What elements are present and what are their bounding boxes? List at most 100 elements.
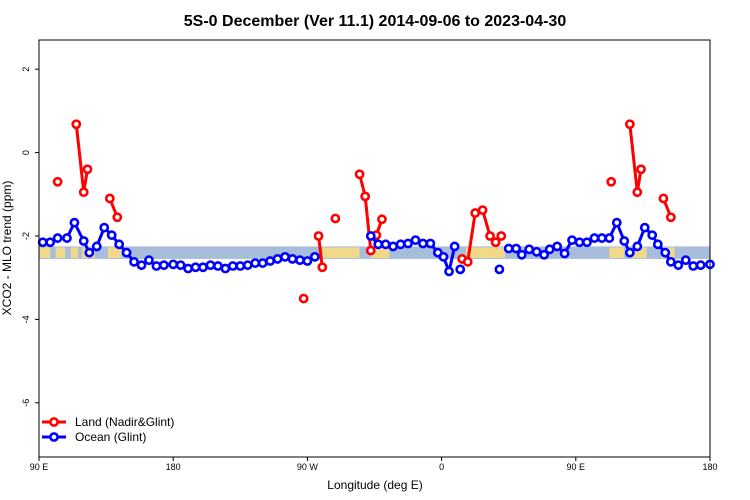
series-land-line-10 — [628, 124, 643, 194]
series-land-line-1 — [74, 124, 89, 194]
data-point-ocean — [673, 260, 684, 271]
data-point-ocean — [589, 233, 600, 243]
series-ocean — [37, 217, 715, 277]
data-point-land — [52, 176, 63, 187]
x-axis: 90 E 180 90 W 0 90 E 180 — [30, 457, 718, 472]
data-point-ocean — [114, 239, 125, 250]
data-point-ocean — [552, 241, 563, 252]
data-point-ocean — [198, 262, 208, 273]
data-point-ocean — [45, 237, 56, 248]
x-tick-label: 90 W — [297, 462, 319, 472]
data-point-ocean — [388, 241, 399, 252]
data-point-ocean — [250, 258, 261, 268]
legend: Land (Nadir&Glint) Ocean (Glint) — [42, 415, 174, 444]
data-point-ocean — [220, 263, 231, 274]
data-point-ocean — [647, 230, 658, 241]
data-point-ocean — [151, 261, 162, 271]
data-point-ocean — [619, 236, 630, 246]
data-point-land — [470, 208, 481, 218]
data-point-ocean — [106, 230, 117, 241]
legend-item-land: Land (Nadir&Glint) — [42, 415, 174, 429]
data-point-ocean — [639, 222, 650, 233]
data-point-land — [82, 164, 93, 175]
data-point-land — [377, 214, 387, 225]
data-point-land — [636, 164, 646, 175]
data-point-land — [354, 169, 365, 180]
chart-title: 5S-0 December (Ver 11.1) 2014-09-06 to 2… — [184, 13, 567, 30]
data-point-ocean — [62, 233, 72, 243]
data-point-ocean — [144, 255, 154, 266]
data-point-land — [490, 237, 501, 248]
x-tick-label: 90 E — [567, 462, 586, 472]
data-point-ocean — [438, 251, 449, 262]
data-point-ocean — [242, 260, 253, 271]
y-tick-label: -2 — [21, 232, 31, 240]
data-point-ocean — [373, 239, 384, 250]
data-point-ocean — [272, 254, 283, 264]
data-point-land — [317, 262, 328, 273]
data-point-land — [104, 193, 115, 204]
legend-land-marker — [49, 417, 59, 427]
data-point-ocean — [596, 233, 607, 243]
map-strip-land-4 — [107, 247, 122, 258]
data-point-land — [71, 119, 82, 130]
data-point-ocean — [302, 256, 313, 266]
data-point-land — [632, 187, 643, 198]
data-point-land — [78, 187, 89, 198]
data-point-ocean — [380, 239, 391, 250]
data-point-land — [313, 231, 324, 241]
data-point-ocean — [52, 233, 63, 243]
y-tick-label: -6 — [21, 399, 31, 407]
data-point-ocean — [69, 217, 80, 228]
data-point-ocean — [567, 235, 577, 246]
data-point-land — [112, 212, 123, 223]
data-point-ocean — [91, 241, 102, 252]
data-point-ocean — [444, 266, 454, 277]
data-point-ocean — [99, 222, 110, 233]
data-point-land — [298, 293, 309, 304]
data-point-ocean — [494, 264, 505, 275]
data-point-land — [477, 205, 488, 216]
data-point-ocean — [574, 237, 585, 248]
data-point-ocean — [524, 244, 535, 255]
data-point-ocean — [136, 260, 147, 271]
data-point-ocean — [205, 260, 216, 271]
data-point-ocean — [183, 263, 194, 274]
data-point-ocean — [121, 247, 132, 258]
data-point-ocean — [531, 246, 542, 257]
data-point-ocean — [287, 254, 298, 264]
y-tick-label: -4 — [21, 315, 31, 323]
map-strip-land-1 — [55, 247, 66, 258]
data-point-land — [330, 213, 341, 224]
data-point-ocean — [449, 241, 460, 252]
series-ocean-line-4 — [508, 221, 711, 268]
data-point-ocean — [559, 248, 570, 259]
legend-item-ocean: Ocean (Glint) — [42, 430, 146, 444]
data-point-ocean — [544, 244, 555, 255]
map-strip-land-5 — [322, 247, 360, 258]
legend-land-label: Land (Nadir&Glint) — [75, 415, 174, 429]
data-point-ocean — [455, 264, 466, 275]
data-point-ocean — [611, 217, 622, 228]
series-layer — [37, 119, 715, 304]
data-point-ocean — [235, 261, 246, 271]
data-point-ocean — [539, 249, 550, 260]
data-point-ocean — [624, 247, 635, 258]
data-point-ocean — [295, 255, 305, 266]
data-point-ocean — [680, 255, 691, 266]
data-point-ocean — [604, 233, 615, 243]
data-point-ocean — [257, 258, 268, 268]
plot-frame — [38, 39, 711, 458]
data-point-land — [658, 193, 669, 204]
data-point-ocean — [158, 260, 169, 271]
y-axis: 2 0 -2 -4 -6 — [21, 67, 39, 407]
series-land — [52, 119, 676, 304]
data-point-ocean — [652, 239, 663, 250]
data-point-ocean — [660, 247, 671, 258]
data-point-land — [365, 245, 376, 256]
data-point-ocean — [425, 238, 436, 249]
data-point-ocean — [403, 238, 413, 249]
data-point-land — [462, 256, 473, 267]
data-point-ocean — [582, 237, 592, 248]
series-land-line-4 — [317, 235, 324, 268]
